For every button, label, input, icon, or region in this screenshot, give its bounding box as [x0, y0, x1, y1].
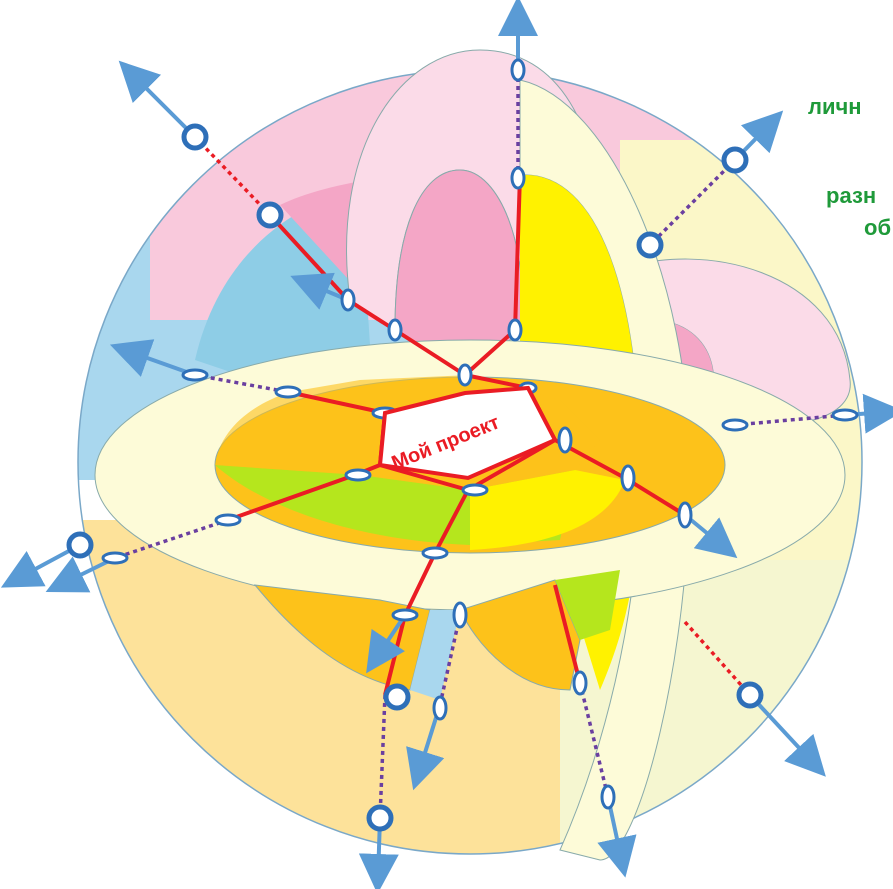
node-oval [510, 58, 526, 82]
node-oval [391, 608, 419, 622]
node-oval [677, 501, 693, 529]
node-oval [510, 166, 526, 190]
node-oval [457, 363, 473, 387]
side-text-line-2: разн [826, 183, 877, 208]
arrow-top-left [118, 60, 197, 139]
node-oval [101, 551, 129, 565]
side-text-line-3: об [864, 215, 892, 240]
node-oval [452, 601, 468, 629]
node-oval [421, 546, 449, 560]
node-circle [736, 681, 764, 709]
node-oval [507, 318, 523, 342]
node-circle [383, 683, 411, 711]
large-nodes [66, 123, 764, 832]
node-circle [636, 231, 664, 259]
node-oval [432, 695, 448, 721]
node-oval [620, 464, 636, 492]
node-oval [557, 426, 573, 454]
node-circle [721, 146, 749, 174]
node-oval [340, 288, 356, 312]
node-oval [214, 513, 242, 527]
center-project-badge: Мой проект [377, 385, 558, 481]
small-nodes [101, 58, 859, 810]
node-oval [721, 418, 749, 432]
arrow-bottom-inner [366, 613, 407, 674]
node-oval [600, 784, 616, 810]
node-circle [366, 804, 394, 832]
arrow-left-upper [109, 339, 196, 377]
node-oval [572, 670, 588, 696]
node-circle [66, 531, 94, 559]
node-circle [256, 201, 284, 229]
arrow-bottom-right [748, 693, 826, 777]
node-oval [274, 385, 302, 399]
node-oval [831, 408, 859, 422]
node-oval [387, 318, 403, 342]
node-oval [461, 483, 489, 497]
side-text-line-1: личн [808, 94, 862, 119]
dotted-connectors [114, 70, 846, 819]
node-oval [181, 368, 209, 382]
node-oval [344, 468, 372, 482]
node-circle [181, 123, 209, 151]
